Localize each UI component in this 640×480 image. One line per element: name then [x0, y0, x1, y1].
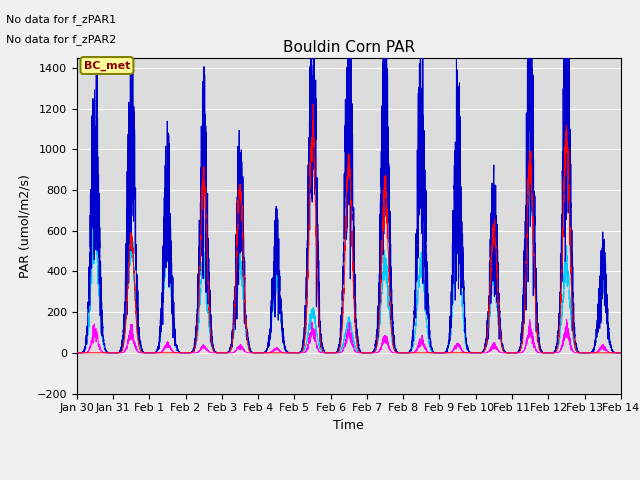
- X-axis label: Time: Time: [333, 419, 364, 432]
- Title: Bouldin Corn PAR: Bouldin Corn PAR: [283, 40, 415, 55]
- Text: No data for f_zPAR2: No data for f_zPAR2: [6, 34, 116, 45]
- Text: No data for f_zPAR1: No data for f_zPAR1: [6, 14, 116, 25]
- Y-axis label: PAR (umol/m2/s): PAR (umol/m2/s): [18, 174, 31, 277]
- Text: BC_met: BC_met: [84, 60, 130, 71]
